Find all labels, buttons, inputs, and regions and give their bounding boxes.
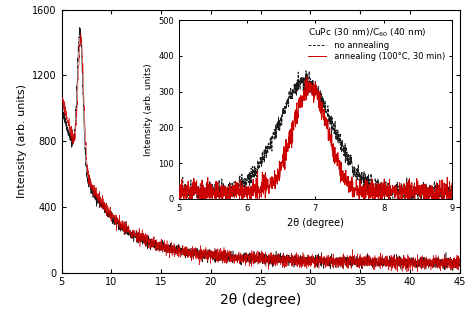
Y-axis label: Intensity (arb. units): Intensity (arb. units): [17, 84, 27, 198]
X-axis label: 2θ (degree): 2θ (degree): [220, 293, 301, 307]
